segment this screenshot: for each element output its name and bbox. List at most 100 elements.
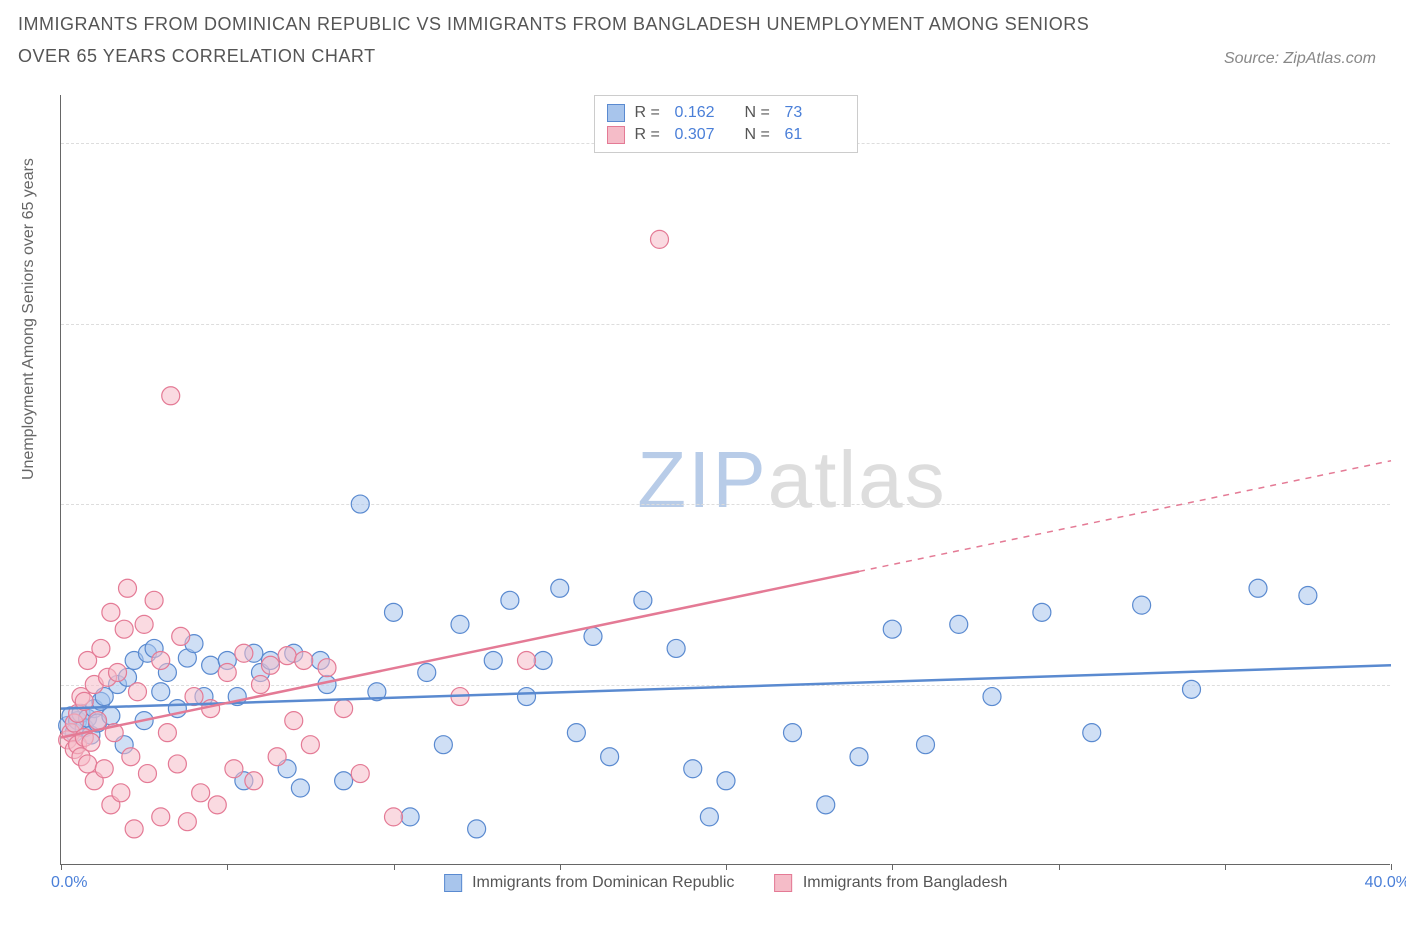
legend-item-2: Immigrants from Bangladesh [774,874,1007,892]
x-tick [1059,864,1060,870]
x-axis-max-label: 40.0% [1365,874,1406,892]
data-point [172,627,190,645]
y-tick-label: 15.0% [1400,495,1406,513]
data-point [208,796,226,814]
data-point [784,724,802,742]
y-tick-label: 7.5% [1400,676,1406,694]
legend-swatch-2 [607,126,625,144]
x-tick [560,864,561,870]
data-point [351,765,369,783]
data-point [584,627,602,645]
data-point [1249,579,1267,597]
correlation-legend: R = 0.162 N = 73 R = 0.307 N = 61 [594,95,858,153]
data-point [119,579,137,597]
data-point [138,765,156,783]
trend-line-extrapolated [859,461,1391,572]
y-tick-label: 30.0% [1400,134,1406,152]
data-point [501,591,519,609]
data-point [385,603,403,621]
legend-swatch-1 [607,104,625,122]
y-axis-label: Unemployment Among Seniors over 65 years [20,158,38,480]
legend-item-1: Immigrants from Dominican Republic [444,874,735,892]
data-point [917,736,935,754]
data-point [335,772,353,790]
data-point [79,755,97,773]
data-point [318,659,336,677]
data-point [125,820,143,838]
legend-n-label: N = [745,126,775,144]
data-point [145,591,163,609]
x-tick [892,864,893,870]
data-point [295,651,313,669]
data-point [122,748,140,766]
data-point [950,615,968,633]
data-point [1183,680,1201,698]
data-point [1033,603,1051,621]
data-point [983,688,1001,706]
data-point [534,651,552,669]
data-point [112,784,130,802]
data-point [285,712,303,730]
data-point [102,603,120,621]
data-point [235,644,253,662]
data-point [89,712,107,730]
data-point [634,591,652,609]
data-point [92,639,110,657]
data-point [202,656,220,674]
legend-row-series-1: R = 0.162 N = 73 [607,102,845,124]
data-point [178,813,196,831]
data-point [168,755,186,773]
legend-n-value-1: 73 [785,104,845,122]
data-point [152,808,170,826]
legend-label-2: Immigrants from Bangladesh [803,874,1008,891]
legend-swatch-1 [444,874,462,892]
legend-row-series-2: R = 0.307 N = 61 [607,124,845,146]
data-point [278,647,296,665]
data-point [301,736,319,754]
source-attribution: Source: ZipAtlas.com [1224,50,1376,68]
legend-r-label: R = [635,126,665,144]
x-tick [726,864,727,870]
data-point [850,748,868,766]
data-point [601,748,619,766]
data-point [128,683,146,701]
data-point [115,620,133,638]
data-point [135,615,153,633]
data-point [351,495,369,513]
legend-r-value-2: 0.307 [675,126,735,144]
scatter-plot [61,95,1390,864]
x-tick [1225,864,1226,870]
data-point [468,820,486,838]
y-tick-label: 22.5% [1400,315,1406,333]
legend-swatch-2 [774,874,792,892]
data-point [567,724,585,742]
data-point [700,808,718,826]
x-tick [394,864,395,870]
data-point [1299,587,1317,605]
data-point [651,230,669,248]
data-point [551,579,569,597]
data-point [162,387,180,405]
data-point [268,748,286,766]
data-point [667,639,685,657]
x-tick [1391,864,1392,870]
data-point [192,784,210,802]
data-point [95,760,113,778]
chart-area: ZIPatlas 7.5%15.0%22.5%30.0% 0.0% 40.0% … [60,95,1390,865]
data-point [109,664,127,682]
data-point [434,736,452,754]
data-point [252,676,270,694]
data-point [883,620,901,638]
data-point [385,808,403,826]
legend-n-value-2: 61 [785,126,845,144]
data-point [484,651,502,669]
data-point [291,779,309,797]
data-point [817,796,835,814]
data-point [152,651,170,669]
x-tick [227,864,228,870]
data-point [82,733,100,751]
legend-r-label: R = [635,104,665,122]
data-point [1083,724,1101,742]
legend-n-label: N = [745,104,775,122]
data-point [1133,596,1151,614]
